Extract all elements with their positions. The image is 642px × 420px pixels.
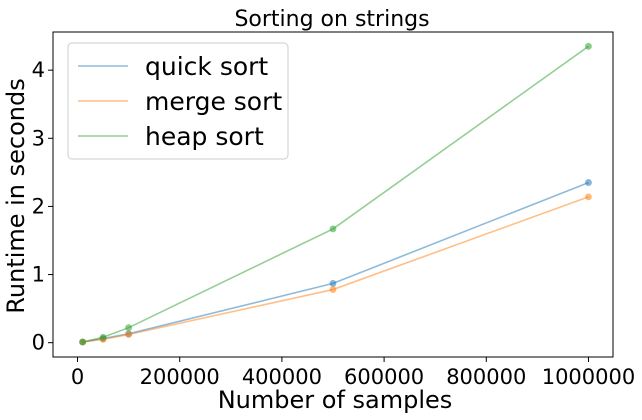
legend-label-1: quick sort — [145, 52, 268, 81]
y-tick-label: 0 — [32, 331, 45, 355]
legend-label-3: heap sort — [145, 122, 264, 151]
chart-title: Sorting on strings — [234, 7, 429, 32]
series-line-1 — [82, 181, 589, 343]
series-3-point — [99, 333, 107, 341]
series-2-point — [125, 331, 133, 338]
y-tick-label: 2 — [32, 194, 45, 218]
series-line-2 — [82, 196, 589, 343]
x-tick-label: 600000 — [344, 365, 424, 389]
series-3-point — [585, 42, 592, 50]
series-2-point — [585, 193, 592, 201]
x-tick-label: 0 — [71, 365, 84, 389]
x-tick-label: 200000 — [140, 365, 220, 389]
series-3-point — [125, 324, 133, 332]
y-axis-label: Runtime in seconds — [2, 78, 30, 313]
x-tick-label: 800000 — [446, 365, 526, 389]
x-tick-label: 400000 — [242, 365, 322, 389]
y-tick-label: 1 — [32, 263, 45, 287]
plot-frame — [52, 31, 614, 358]
plot-area — [79, 42, 592, 346]
x-axis: 0 200000 400000 600000 800000 1000000 — [71, 357, 635, 389]
series-3-point — [329, 225, 337, 233]
legend: quick sort merge sort heap sort — [67, 42, 289, 160]
series-2-point — [329, 286, 337, 293]
legend-label-2: merge sort — [145, 87, 282, 116]
x-axis-label: Number of samples — [218, 386, 453, 414]
x-tick-label: 1000000 — [542, 365, 636, 389]
series-1-point — [585, 179, 592, 186]
y-axis: 0 1 2 3 4 — [32, 58, 53, 355]
y-tick-label: 4 — [32, 58, 45, 82]
series-3-point — [79, 338, 87, 346]
y-tick-label: 3 — [32, 126, 45, 150]
series-1-point — [329, 280, 337, 287]
legend-box — [67, 42, 289, 160]
